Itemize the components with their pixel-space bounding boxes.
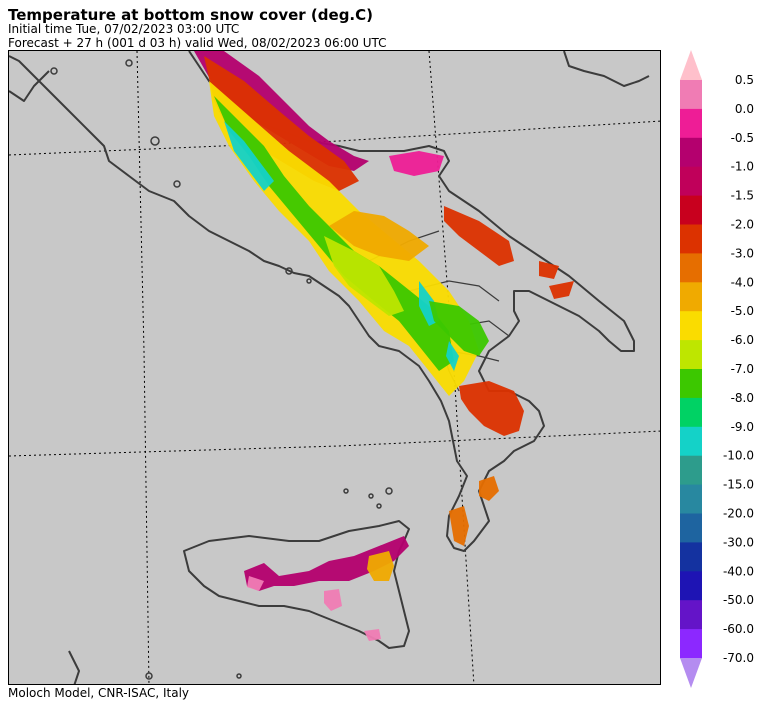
legend-label: -3.0 xyxy=(731,246,754,260)
legend-swatch xyxy=(680,484,702,514)
legend-label: -70.0 xyxy=(723,651,754,665)
legend-label: -0.5 xyxy=(731,131,754,145)
legend-label: -50.0 xyxy=(723,593,754,607)
snow-region-calabria-sila xyxy=(459,381,524,436)
legend-swatch xyxy=(680,195,702,225)
legend-swatch xyxy=(680,397,702,428)
snow-region-sicily-etna xyxy=(367,551,394,581)
snow-region-abruzzo-core xyxy=(204,56,359,191)
snow-region-sicily-pink xyxy=(247,576,381,641)
legend-swatch xyxy=(680,426,702,457)
peninsula-coastline xyxy=(9,51,635,552)
legend-bottom-arrow xyxy=(680,658,702,688)
snow-region-basilicata xyxy=(429,301,489,356)
legend-swatch xyxy=(680,571,702,601)
legend-swatch xyxy=(680,542,702,572)
snow-region-campania-inland xyxy=(324,236,404,316)
legend-label: -7.0 xyxy=(731,362,754,376)
legend-label: 0.5 xyxy=(735,73,754,87)
legend-top-arrow xyxy=(680,50,702,80)
snow-region-basilicata-edge xyxy=(444,206,514,266)
legend-label: -5.0 xyxy=(731,304,754,318)
legend-swatch xyxy=(680,600,702,630)
legend-swatch xyxy=(680,340,702,370)
legend-label: -1.5 xyxy=(731,189,754,203)
snow-region-apulia-patch xyxy=(539,261,574,299)
initial-time: Initial time Tue, 07/02/2023 03:00 UTC xyxy=(8,22,240,36)
legend-label: -8.0 xyxy=(731,391,754,405)
snow-region-apennine-coldest xyxy=(224,121,459,371)
snow-region-gargano xyxy=(389,151,444,176)
sicily-coastline xyxy=(183,520,410,649)
legend-swatch xyxy=(680,80,702,110)
legend-label: -2.0 xyxy=(731,218,754,232)
legend-scale: 0.5 0.0 -0.5 -1.0 -1.5 -2.0 -3.0 -4.0 -5.0 -6.0 -7… xyxy=(680,50,754,688)
snow-region-molise xyxy=(329,211,429,261)
forecast-valid-time: Forecast + 27 h (001 d 03 h) valid Wed, … xyxy=(8,36,387,50)
legend-label: -4.0 xyxy=(731,275,754,289)
legend-swatch xyxy=(680,166,702,197)
map-title: Temperature at bottom snow cover (deg.C) xyxy=(8,6,373,24)
legend-label: 0.0 xyxy=(735,102,754,116)
legend-swatch xyxy=(680,311,702,341)
legend-swatch xyxy=(680,253,702,283)
legend-swatch xyxy=(680,513,702,543)
snow-temperature-field xyxy=(194,51,574,641)
snow-region-apennine-cold xyxy=(214,96,454,371)
legend-label: -40.0 xyxy=(723,564,754,578)
color-legend: 0.5 0.0 -0.5 -1.0 -1.5 -2.0 -3.0 -4.0 -5.0 -6.0 -7… xyxy=(676,50,760,690)
small-islands xyxy=(50,59,393,680)
legend-label: -10.0 xyxy=(723,449,754,463)
legend-label: -9.0 xyxy=(731,420,754,434)
legend-swatch xyxy=(680,282,702,312)
legend-label: -20.0 xyxy=(723,507,754,521)
legend-swatch xyxy=(680,455,702,486)
legend-label: -6.0 xyxy=(731,333,754,347)
model-credit: Moloch Model, CNR-ISAC, Italy xyxy=(8,686,190,700)
legend-swatch xyxy=(680,369,702,399)
legend-swatch xyxy=(680,108,702,139)
legend-swatch xyxy=(680,224,702,254)
coastlines xyxy=(9,51,650,684)
legend-swatch xyxy=(680,629,702,659)
map-panel xyxy=(8,50,661,685)
legend-label: -1.0 xyxy=(731,160,754,174)
legend-label: -15.0 xyxy=(723,478,754,492)
snow-region-sicily-north xyxy=(244,536,409,591)
legend-swatch xyxy=(680,137,702,168)
legend-label: -30.0 xyxy=(723,535,754,549)
legend-label: -60.0 xyxy=(723,622,754,636)
map-canvas xyxy=(9,51,660,684)
snow-region-calabria-south xyxy=(449,476,499,546)
